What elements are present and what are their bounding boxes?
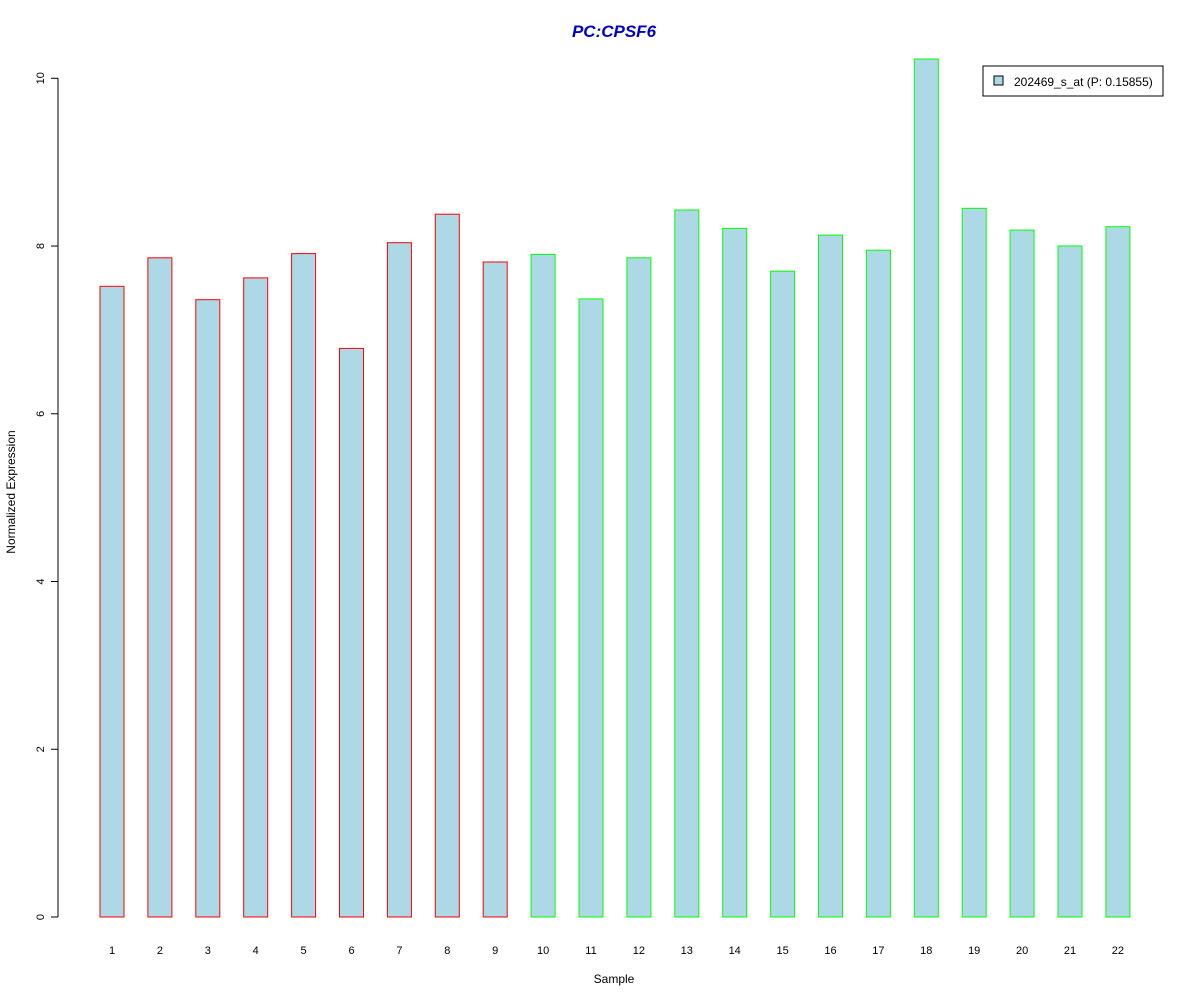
x-tick-label: 22 [1112, 945, 1124, 957]
x-tick-label: 11 [585, 945, 596, 957]
bar-sample-11 [578, 298, 604, 918]
y-tick-label: 6 [35, 411, 47, 417]
y-tick-label: 8 [35, 243, 47, 249]
bar-sample-9 [482, 261, 508, 918]
x-tick-label: 1 [109, 945, 115, 957]
x-tick-label: 4 [253, 945, 259, 957]
bars-group [99, 58, 1131, 918]
bar-sample-16 [818, 234, 843, 918]
bar-sample-14 [722, 227, 748, 918]
x-tick-label: 13 [681, 945, 693, 957]
chart-title: PC:CPSF6 [572, 22, 657, 41]
x-tick-label: 20 [1016, 945, 1028, 957]
x-tick-label: 5 [301, 945, 307, 957]
bar-sample-17 [865, 249, 891, 918]
bar-sample-10 [530, 253, 556, 918]
x-tick-label: 12 [633, 945, 645, 957]
legend: 202469_s_at (P: 0.15855) [982, 65, 1164, 97]
y-axis-label: Normalized Expression [4, 430, 18, 553]
y-axis: 0 2 4 6 8 10 [35, 72, 59, 920]
bar-sample-3 [195, 299, 221, 918]
bar-sample-12 [626, 257, 652, 918]
x-tick-label: 10 [537, 945, 549, 957]
bar-sample-13 [674, 209, 700, 918]
x-tick-label: 7 [396, 945, 402, 957]
x-tick-label: 17 [872, 945, 884, 957]
bar-sample-22 [1105, 226, 1131, 918]
y-tick-label: 10 [35, 72, 47, 84]
x-tick-label: 18 [920, 945, 932, 957]
x-tick-label: 16 [824, 945, 836, 957]
legend-swatch [993, 75, 1004, 86]
bar-sample-19 [961, 207, 987, 918]
y-tick-label: 2 [35, 746, 47, 752]
y-tick-label: 4 [35, 578, 47, 584]
x-tick-label: 6 [348, 945, 354, 957]
x-axis-label: Sample [594, 972, 635, 986]
legend-label: 202469_s_at (P: 0.15855) [1014, 75, 1153, 89]
x-tick-label: 21 [1064, 945, 1076, 957]
bar-sample-18 [913, 58, 939, 918]
bar-sample-7 [386, 242, 412, 918]
x-tick-label: 3 [205, 945, 211, 957]
bar-sample-4 [243, 277, 269, 918]
bar-sample-20 [1009, 229, 1035, 918]
x-tick-label: 2 [157, 945, 163, 957]
x-tick-labels: 1 2 3 4 5 6 7 8 9 10 11 12 13 14 15 16 17 18 19 20 21 22 [109, 945, 1124, 957]
bar-sample-21 [1057, 245, 1083, 918]
bar-sample-2 [147, 257, 173, 918]
bar-sample-15 [770, 270, 796, 918]
bar-sample-1 [99, 285, 125, 918]
bar-sample-6 [339, 347, 364, 918]
x-tick-label: 9 [492, 945, 498, 957]
x-tick-label: 19 [968, 945, 980, 957]
bar-sample-5 [291, 253, 317, 918]
legend-box [982, 65, 1164, 97]
y-tick-label: 0 [35, 914, 47, 920]
bar-sample-8 [434, 213, 460, 918]
x-tick-label: 15 [776, 945, 788, 957]
x-tick-label: 14 [729, 945, 741, 957]
x-tick-label: 8 [444, 945, 450, 957]
